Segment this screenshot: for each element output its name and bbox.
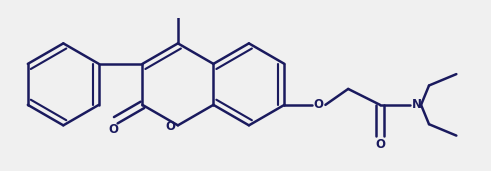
Text: O: O — [375, 138, 385, 151]
Text: O: O — [165, 120, 175, 133]
Text: N: N — [411, 98, 421, 111]
Text: O: O — [314, 98, 324, 111]
Text: O: O — [109, 123, 118, 136]
